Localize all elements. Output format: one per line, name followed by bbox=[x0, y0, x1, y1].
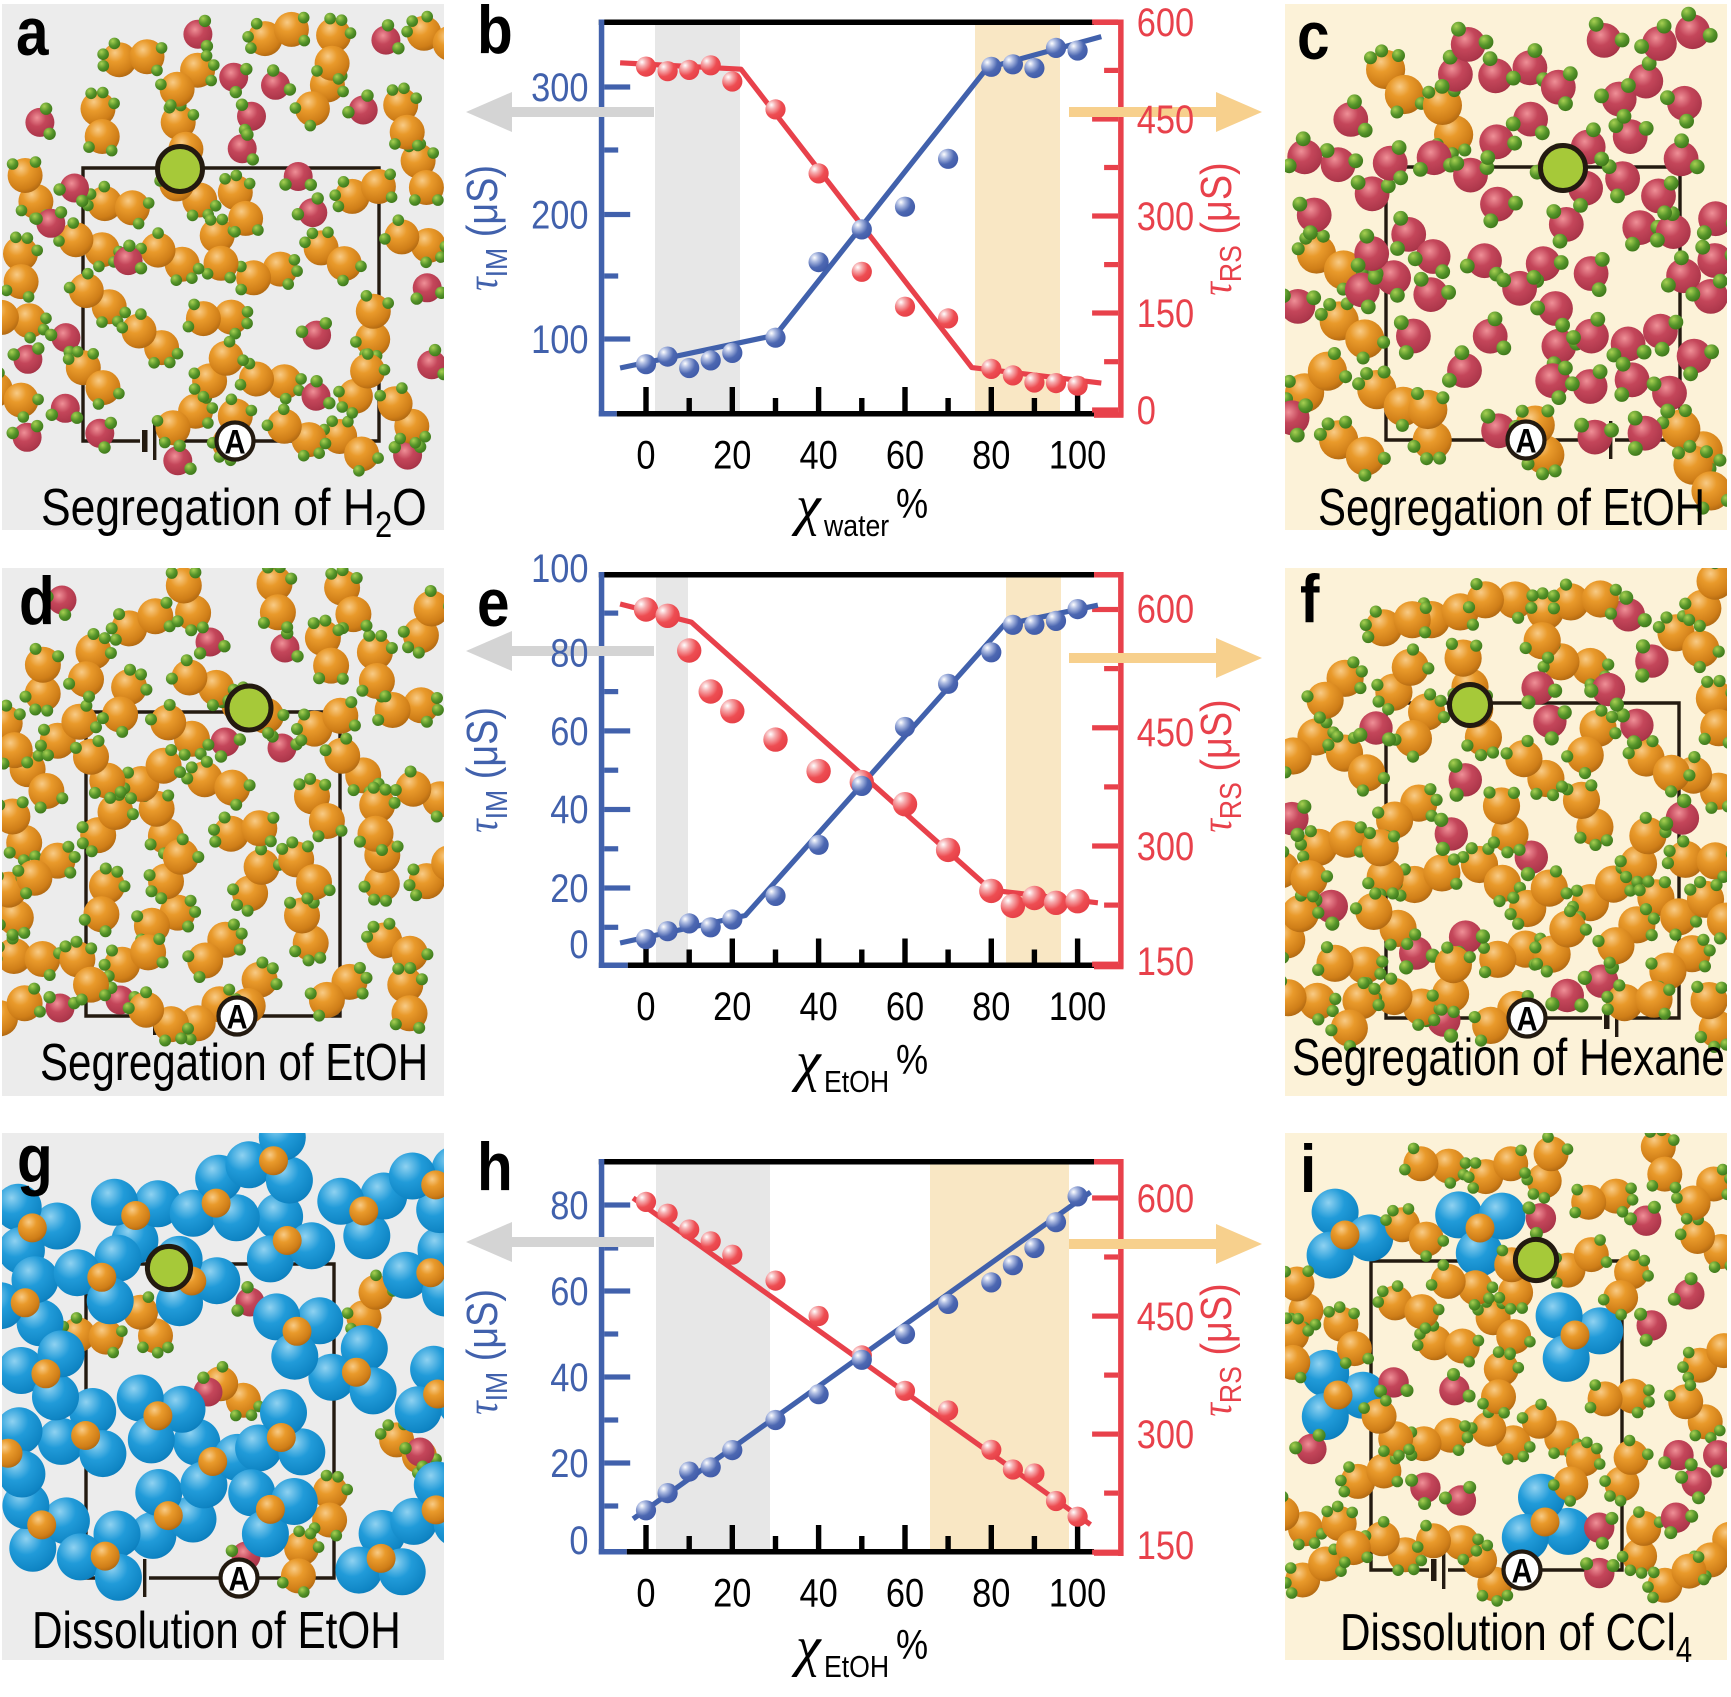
svg-text:Dissolution of CCl4: Dissolution of CCl4 bbox=[1340, 1604, 1692, 1670]
svg-text:600: 600 bbox=[1137, 586, 1194, 631]
svg-text:χ: χ bbox=[791, 1616, 822, 1678]
svg-text:b: b bbox=[477, 0, 513, 68]
svg-text:300: 300 bbox=[1137, 1412, 1194, 1457]
svg-text:A: A bbox=[1511, 1551, 1532, 1590]
svg-text:150: 150 bbox=[1137, 1523, 1194, 1568]
svg-text:c: c bbox=[1297, 0, 1330, 74]
svg-text:A: A bbox=[224, 422, 245, 461]
svg-text:water: water bbox=[823, 509, 889, 543]
svg-text:300: 300 bbox=[1137, 824, 1194, 869]
svg-text:300: 300 bbox=[531, 65, 588, 110]
svg-text:200: 200 bbox=[531, 192, 588, 237]
svg-text:%: % bbox=[896, 1623, 928, 1669]
svg-text:100: 100 bbox=[1049, 432, 1106, 477]
svg-text:Segregation of Hexane: Segregation of Hexane bbox=[1292, 1029, 1725, 1087]
svg-text:20: 20 bbox=[713, 432, 751, 477]
svg-text:600: 600 bbox=[1137, 0, 1194, 45]
svg-text:100: 100 bbox=[531, 317, 588, 362]
svg-text:%: % bbox=[896, 482, 928, 528]
svg-text:60: 60 bbox=[550, 709, 588, 754]
svg-text:Dissolution of EtOH: Dissolution of EtOH bbox=[32, 1602, 401, 1660]
svg-text:χ: χ bbox=[791, 475, 822, 537]
svg-text:a: a bbox=[16, 0, 49, 70]
svg-text:0: 0 bbox=[1137, 388, 1156, 433]
svg-text:20: 20 bbox=[550, 1441, 588, 1486]
svg-text:100: 100 bbox=[1049, 984, 1106, 1029]
svg-text:80: 80 bbox=[972, 432, 1010, 477]
svg-text:Segregation of EtOH: Segregation of EtOH bbox=[40, 1034, 428, 1092]
svg-text:150: 150 bbox=[1137, 939, 1194, 984]
svg-text:450: 450 bbox=[1137, 710, 1194, 755]
svg-text:20: 20 bbox=[713, 1570, 751, 1615]
svg-text:0: 0 bbox=[636, 984, 655, 1029]
svg-text:EtOH: EtOH bbox=[824, 1650, 889, 1684]
svg-text:A: A bbox=[1515, 421, 1536, 460]
svg-text:20: 20 bbox=[550, 866, 588, 911]
svg-text:40: 40 bbox=[550, 1355, 588, 1400]
svg-text:e: e bbox=[477, 566, 510, 641]
svg-text:150: 150 bbox=[1137, 291, 1194, 336]
svg-text:450: 450 bbox=[1137, 1294, 1194, 1339]
svg-text:100: 100 bbox=[531, 546, 588, 591]
svg-text:40: 40 bbox=[799, 432, 837, 477]
svg-text:0: 0 bbox=[636, 432, 655, 477]
svg-text:300: 300 bbox=[1137, 194, 1194, 239]
svg-text:h: h bbox=[477, 1130, 513, 1205]
svg-text:f: f bbox=[1300, 562, 1320, 637]
svg-text:i: i bbox=[1300, 1132, 1316, 1207]
svg-text:20: 20 bbox=[713, 984, 751, 1029]
svg-text:450: 450 bbox=[1137, 97, 1194, 142]
svg-text:80: 80 bbox=[972, 1570, 1010, 1615]
svg-text:40: 40 bbox=[799, 1570, 837, 1615]
svg-text:Segregation of EtOH: Segregation of EtOH bbox=[1318, 479, 1705, 537]
svg-text:60: 60 bbox=[886, 1570, 924, 1615]
svg-text:Segregation of H2O: Segregation of H2O bbox=[41, 479, 427, 546]
svg-text:d: d bbox=[19, 564, 55, 639]
svg-text:40: 40 bbox=[550, 787, 588, 832]
svg-text:0: 0 bbox=[569, 1518, 588, 1563]
svg-text:60: 60 bbox=[886, 432, 924, 477]
svg-text:A: A bbox=[226, 997, 247, 1036]
svg-text:g: g bbox=[17, 1122, 53, 1197]
svg-text:80: 80 bbox=[550, 630, 588, 675]
svg-text:A: A bbox=[228, 1559, 249, 1598]
svg-text:60: 60 bbox=[550, 1269, 588, 1314]
svg-text:0: 0 bbox=[636, 1570, 655, 1615]
svg-text:EtOH: EtOH bbox=[824, 1065, 889, 1099]
svg-text:100: 100 bbox=[1049, 1570, 1106, 1615]
svg-text:80: 80 bbox=[972, 984, 1010, 1029]
svg-text:60: 60 bbox=[886, 984, 924, 1029]
svg-text:χ: χ bbox=[791, 1031, 822, 1093]
svg-text:40: 40 bbox=[799, 984, 837, 1029]
svg-text:%: % bbox=[896, 1038, 928, 1084]
svg-text:0: 0 bbox=[569, 922, 588, 967]
svg-text:80: 80 bbox=[550, 1183, 588, 1228]
svg-text:600: 600 bbox=[1137, 1176, 1194, 1221]
